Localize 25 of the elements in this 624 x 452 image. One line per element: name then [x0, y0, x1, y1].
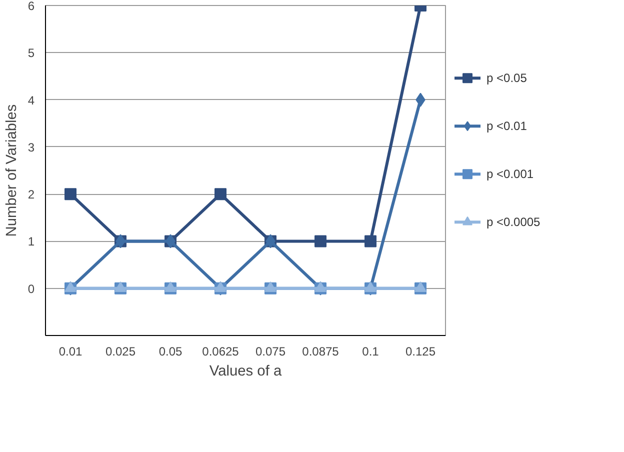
- x-tick-label: 0.025: [105, 344, 136, 358]
- y-tick-label: 6: [28, 0, 35, 13]
- y-tick-label: 3: [28, 140, 35, 154]
- legend-label: p <0.05: [486, 71, 528, 86]
- point: [364, 235, 376, 248]
- y-axis-title: Number of Variables: [4, 104, 20, 237]
- x-tick-label: 0.0875: [302, 344, 340, 358]
- x-tick-label: 0.0625: [202, 344, 240, 358]
- point: [314, 235, 326, 248]
- point: [214, 188, 226, 200]
- y-tick-label: 0: [28, 282, 35, 296]
- x-tick-label: 0.125: [405, 344, 436, 358]
- x-axis-title: Values of a: [209, 364, 282, 380]
- x-tick-label: 0.01: [58, 344, 83, 358]
- point: [64, 188, 76, 200]
- y-tick-label: 4: [28, 93, 35, 108]
- x-tick-label: 0.075: [255, 344, 286, 358]
- y-tick-label: 2: [28, 188, 35, 202]
- y-tick-label: 5: [28, 46, 35, 60]
- legend-label: p <0.001: [486, 167, 534, 182]
- y-tick-label: 1: [28, 234, 35, 249]
- x-tick-label: 0.1: [362, 344, 380, 358]
- x-tick-label: 0.05: [158, 344, 183, 358]
- legend-label: p <0.0005: [486, 215, 541, 230]
- legend-label: p <0.01: [486, 119, 528, 134]
